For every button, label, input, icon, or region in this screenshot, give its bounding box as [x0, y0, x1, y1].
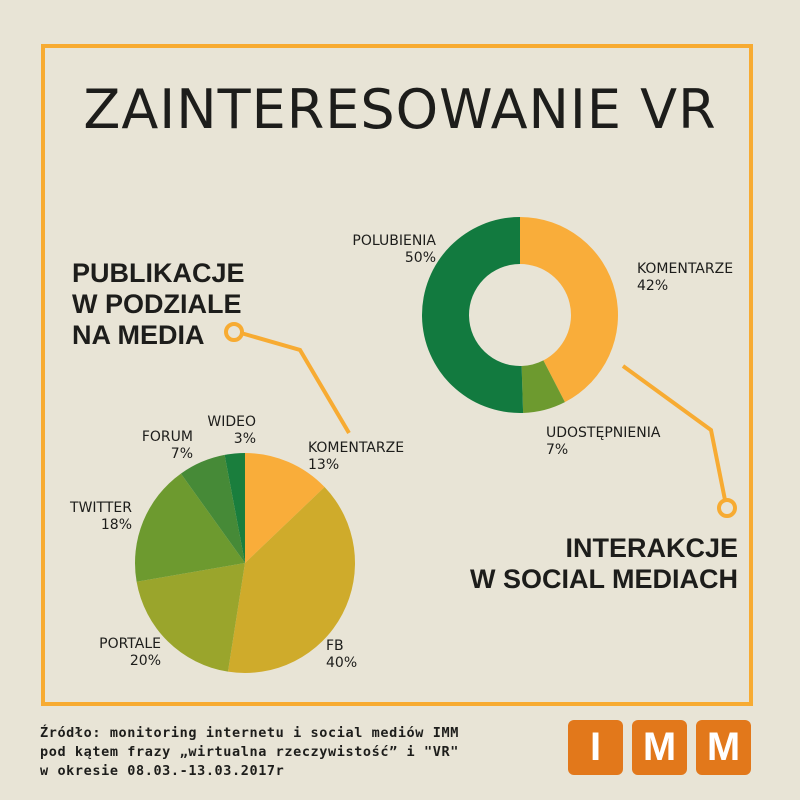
pie-value-komentarze: 13% [308, 457, 339, 473]
pie-heading-line-2: W PODZIALE [72, 289, 242, 319]
pie-connector-line [240, 331, 351, 435]
pie-heading: PUBLIKACJE W PODZIALE NA MEDIA [72, 258, 245, 351]
pie-value-twitter: 18% [101, 517, 132, 533]
pie-connector-dot [224, 322, 244, 342]
donut-connector-line [621, 364, 727, 501]
source-line-2: pod kątem frazy „wirtualna rzeczywistość… [40, 744, 459, 760]
donut-label-udost-pnienia: UDOSTĘPNIENIA [546, 425, 661, 441]
imm-logo: I M M [568, 720, 751, 775]
chart-labels: KOMENTARZE13%FB40%PORTALE20%TWITTER18%FO… [69, 233, 733, 671]
donut-chart [422, 217, 618, 413]
pie-value-fb: 40% [326, 655, 357, 671]
donut-value-komentarze: 42% [637, 278, 668, 294]
donut-value-polubienia: 50% [405, 250, 436, 266]
pie-value-wideo: 3% [234, 431, 256, 447]
donut-label-polubienia: POLUBIENIA [352, 233, 436, 249]
pie-label-forum: FORUM [142, 429, 193, 445]
donut-value-udost-pnienia: 7% [546, 442, 568, 458]
pie-label-twitter: TWITTER [69, 500, 132, 516]
pie-chart [134, 453, 355, 673]
logo-tile-m2: M [696, 720, 751, 775]
donut-heading-line-1: INTERAKCJE [565, 533, 738, 563]
pie-label-komentarze: KOMENTARZE [308, 440, 404, 456]
logo-tile-i: I [568, 720, 623, 775]
pie-slice-portale [136, 563, 245, 672]
donut-heading: INTERAKCJE W SOCIAL MEDIACH [470, 533, 738, 595]
donut-label-komentarze: KOMENTARZE [637, 261, 733, 277]
pie-label-portale: PORTALE [99, 636, 161, 652]
donut-connector-dot [717, 498, 737, 518]
pie-value-portale: 20% [130, 653, 161, 669]
pie-slice-twitter [134, 473, 245, 582]
pie-label-wideo: WIDEO [207, 414, 256, 430]
source-note: Źródło: monitoring internetu i social me… [40, 724, 459, 781]
pie-label-fb: FB [326, 638, 344, 654]
pie-value-forum: 7% [171, 446, 193, 462]
orange-frame [41, 44, 753, 706]
pie-slice-wideo [224, 453, 245, 563]
source-line-1: Źródło: monitoring internetu i social me… [40, 725, 459, 741]
donut-heading-line-2: W SOCIAL MEDIACH [470, 564, 738, 594]
pie-slice-forum [180, 454, 245, 563]
pie-slice-komentarze [245, 453, 325, 563]
logo-tile-m1: M [632, 720, 687, 775]
donut-slice-udost-pnienia [521, 360, 565, 413]
page-title: ZAINTERESOWANIE VR [83, 78, 717, 141]
donut-slice-komentarze [520, 217, 618, 403]
pie-heading-line-1: PUBLIKACJE [72, 258, 245, 288]
donut-slice-polubienia [422, 217, 524, 413]
pie-slice-fb [227, 487, 355, 673]
pie-heading-line-3: NA MEDIA [72, 320, 205, 350]
source-line-3: w okresie 08.03.-13.03.2017r [40, 763, 285, 779]
